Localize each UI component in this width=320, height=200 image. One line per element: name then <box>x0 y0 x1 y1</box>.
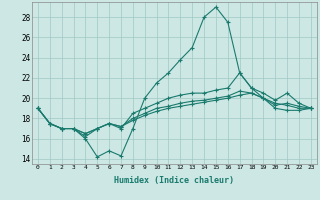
X-axis label: Humidex (Indice chaleur): Humidex (Indice chaleur) <box>115 176 234 185</box>
